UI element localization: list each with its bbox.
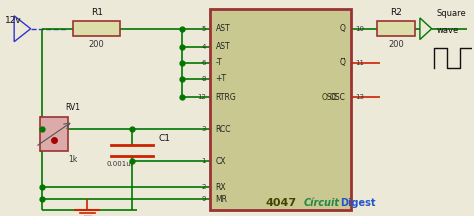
Bar — [377, 21, 415, 36]
Text: +T: +T — [216, 75, 227, 83]
Text: 10: 10 — [356, 26, 364, 32]
Text: 4: 4 — [202, 44, 206, 50]
Bar — [210, 9, 352, 210]
Text: 4047: 4047 — [265, 198, 296, 208]
Text: 0.001uf: 0.001uf — [106, 161, 133, 167]
Text: RTRG: RTRG — [216, 92, 237, 102]
Text: 5: 5 — [202, 26, 206, 32]
Bar — [40, 117, 68, 151]
Text: 11: 11 — [356, 60, 364, 66]
Text: RV1: RV1 — [65, 103, 81, 113]
Text: RCC: RCC — [216, 125, 231, 134]
Text: OSC: OSC — [330, 92, 346, 102]
Text: AST: AST — [216, 24, 230, 33]
Text: 1: 1 — [201, 158, 206, 164]
Text: 6: 6 — [201, 60, 206, 66]
Text: Círcuit: Círcuit — [304, 198, 340, 208]
Text: R2: R2 — [391, 8, 402, 17]
Text: CX: CX — [216, 157, 226, 166]
Text: 12: 12 — [197, 94, 206, 100]
Text: OSC: OSC — [321, 92, 337, 102]
Text: 1k: 1k — [69, 155, 78, 164]
Text: -T: -T — [216, 58, 222, 67]
Text: 8: 8 — [201, 76, 206, 82]
Text: 200: 200 — [89, 40, 105, 49]
Text: 3: 3 — [201, 126, 206, 132]
Text: Q̅: Q̅ — [340, 58, 346, 67]
Text: Square: Square — [437, 9, 466, 18]
Text: C1: C1 — [158, 134, 170, 143]
Text: 2: 2 — [202, 184, 206, 191]
Text: MR: MR — [216, 195, 228, 204]
Text: RX: RX — [216, 183, 226, 192]
Text: Q: Q — [340, 24, 346, 33]
Text: 13: 13 — [356, 94, 364, 100]
Text: 9: 9 — [201, 197, 206, 202]
Text: R1: R1 — [91, 8, 103, 17]
Text: Digest: Digest — [340, 198, 375, 208]
Text: wave: wave — [437, 26, 459, 35]
Text: 12v: 12v — [5, 16, 21, 25]
Text: 200: 200 — [388, 40, 404, 49]
Bar — [73, 21, 120, 36]
Text: AST̅: AST̅ — [216, 42, 230, 51]
